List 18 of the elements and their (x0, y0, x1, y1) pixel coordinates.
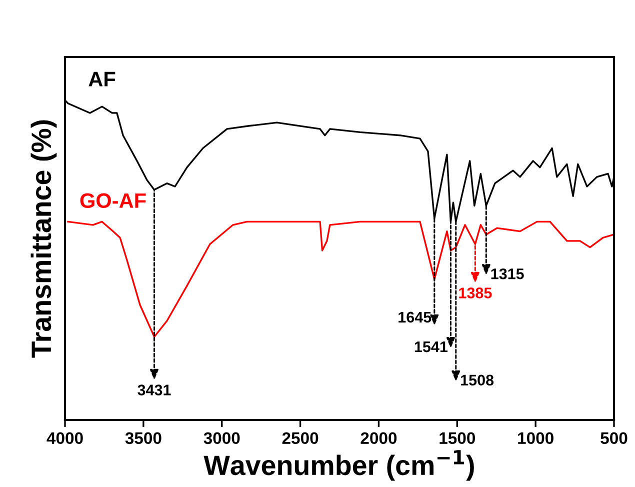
x-tick-label: 2500 (282, 432, 318, 444)
x-tick-label: 3500 (125, 432, 162, 444)
x-axis-title: Wavenumber (cm$^{−1}$) (204, 450, 474, 481)
annotation: 1508 (461, 374, 494, 386)
series-label: AF (88, 72, 116, 86)
annotation: 1385 (459, 288, 492, 298)
x-tick-label: 1000 (518, 432, 554, 444)
x-tick-label: 1500 (440, 432, 475, 444)
x-tick-label: 2000 (360, 432, 397, 444)
x-tick-label: 500 (600, 432, 628, 444)
annotation: 1315 (491, 268, 524, 280)
x-tick-label: 3000 (204, 432, 240, 444)
x-tick-label: 4000 (46, 432, 83, 444)
annotation: 1541 (414, 342, 448, 352)
y-axis-title: Transmittance (%) (30, 120, 57, 358)
annotation: 1645 (398, 312, 432, 323)
annotation: 3431 (138, 384, 171, 396)
series-label: GO-AF (80, 193, 146, 208)
